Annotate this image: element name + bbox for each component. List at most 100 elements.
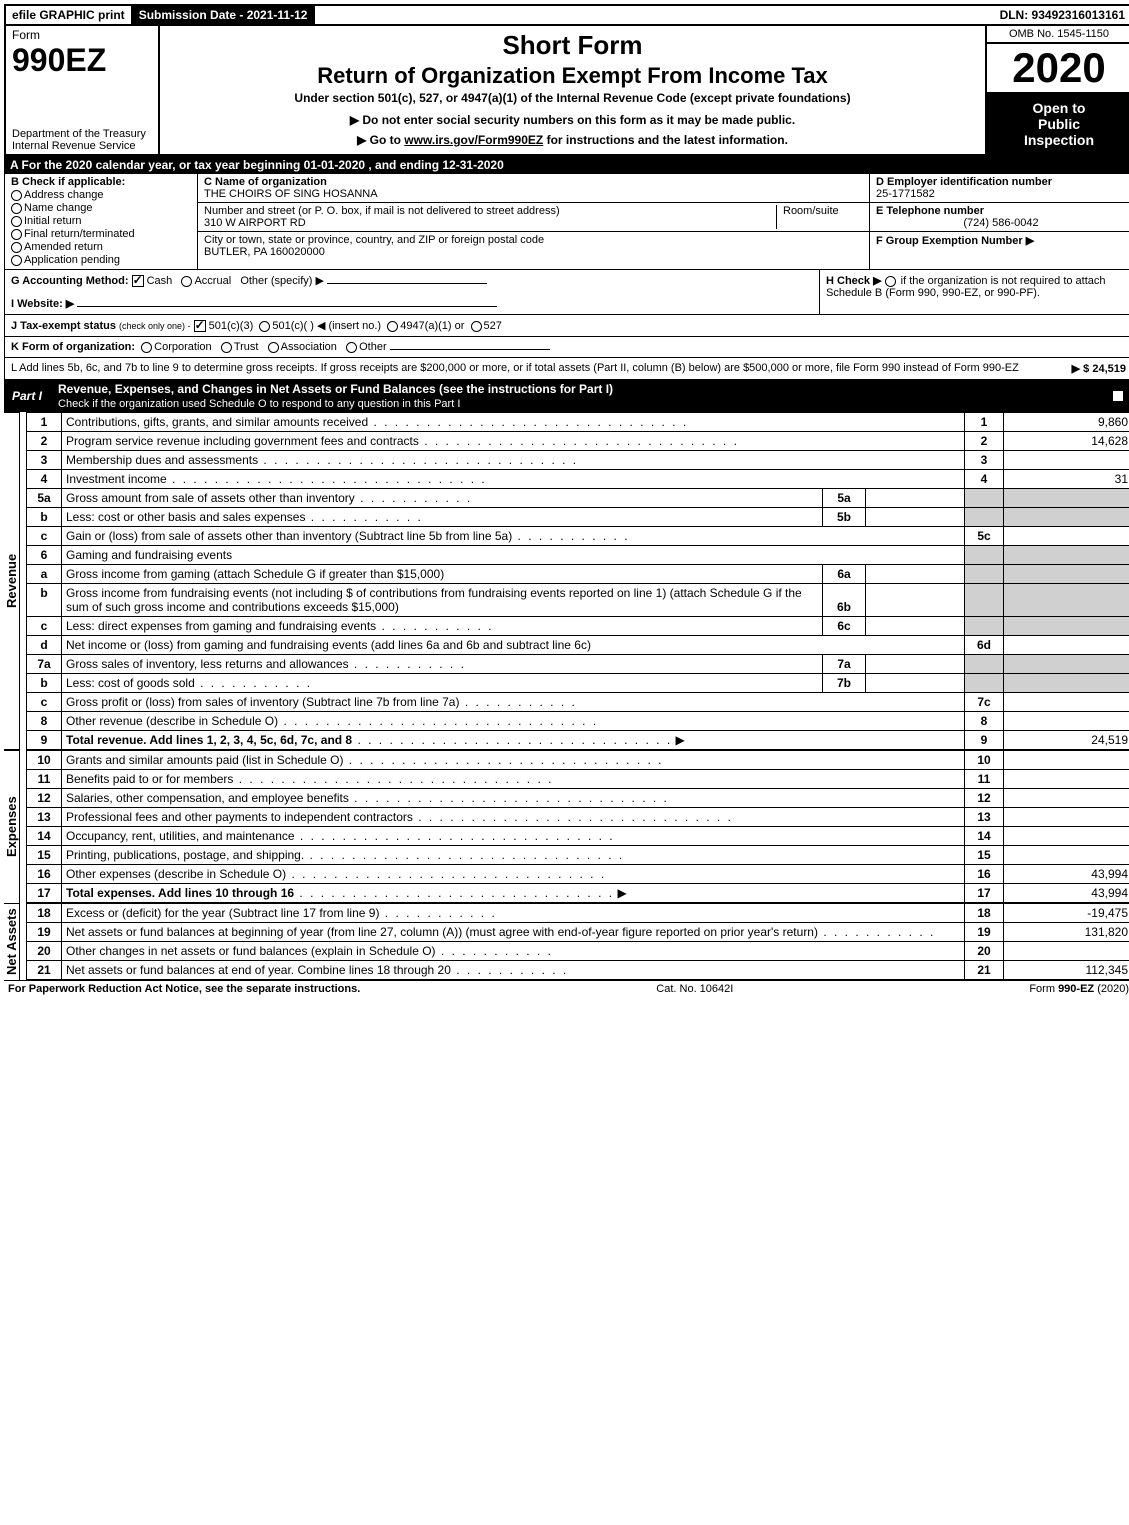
line-6c: cLess: direct expenses from gaming and f… <box>27 617 1129 636</box>
line-l-amount: ▶ $ 24,519 <box>1072 362 1126 375</box>
part1-title: Revenue, Expenses, and Changes in Net As… <box>58 382 613 396</box>
line-6b: bGross income from fundraising events (n… <box>27 584 1129 617</box>
street-value: 310 W AIRPORT RD <box>204 217 306 229</box>
line-5b: bLess: cost or other basis and sales exp… <box>27 508 1129 527</box>
line-10: 10Grants and similar amounts paid (list … <box>27 751 1129 770</box>
line-17: 17Total expenses. Add lines 10 through 1… <box>27 884 1129 903</box>
box-d-e-f: D Employer identification number 25-1771… <box>869 174 1129 269</box>
cb-line-h[interactable] <box>885 276 896 287</box>
cb-501c[interactable] <box>259 321 270 332</box>
line-18: 18Excess or (deficit) for the year (Subt… <box>27 904 1129 923</box>
cb-other-org[interactable] <box>346 342 357 353</box>
line-5c: cGain or (loss) from sale of assets othe… <box>27 527 1129 546</box>
line-6a: aGross income from gaming (attach Schedu… <box>27 565 1129 584</box>
tax-year: 2020 <box>987 44 1129 94</box>
line-g-label: G Accounting Method: <box>11 275 129 287</box>
footer-left: For Paperwork Reduction Act Notice, see … <box>8 983 360 995</box>
irs-link[interactable]: www.irs.gov/Form990EZ <box>404 133 543 147</box>
part1-checkline: Check if the organization used Schedule … <box>58 398 460 410</box>
cb-name-change[interactable] <box>11 203 22 214</box>
line-j-sub: (check only one) - <box>119 321 191 331</box>
return-title: Return of Organization Exempt From Incom… <box>166 63 979 89</box>
cb-cash[interactable] <box>132 275 144 287</box>
goto-pre: ▶ Go to <box>357 133 404 147</box>
expenses-label: Expenses <box>4 750 20 903</box>
line-21: 21Net assets or fund balances at end of … <box>27 961 1129 980</box>
form-header: Form 990EZ Department of the Treasury In… <box>4 26 1129 156</box>
org-info-block: B Check if applicable: Address change Na… <box>4 174 1129 270</box>
dept-treasury: Department of the Treasury <box>12 128 146 140</box>
city-value: BUTLER, PA 160020000 <box>204 246 325 258</box>
line-i-label: I Website: ▶ <box>11 298 74 310</box>
efile-label[interactable]: efile GRAPHIC print <box>6 6 131 24</box>
line-12: 12Salaries, other compensation, and empl… <box>27 789 1129 808</box>
revenue-label: Revenue <box>4 412 20 750</box>
cb-trust[interactable] <box>221 342 232 353</box>
line-3: 3Membership dues and assessments3 <box>27 451 1129 470</box>
line-j-label: J Tax-exempt status <box>11 320 116 332</box>
submission-date: Submission Date - 2021-11-12 <box>131 6 316 24</box>
line-13: 13Professional fees and other payments t… <box>27 808 1129 827</box>
cb-501c3[interactable] <box>194 320 206 332</box>
box-c: C Name of organization THE CHOIRS OF SIN… <box>198 174 869 269</box>
short-form-title: Short Form <box>166 30 979 61</box>
cb-assoc[interactable] <box>268 342 279 353</box>
line-7b: bLess: cost of goods sold7b <box>27 674 1129 693</box>
cb-corp[interactable] <box>141 342 152 353</box>
cb-accrual[interactable] <box>181 276 192 287</box>
revenue-section: Revenue 1Contributions, gifts, grants, a… <box>4 412 1129 750</box>
other-specify-input[interactable] <box>327 283 487 284</box>
website-input[interactable] <box>77 306 497 307</box>
org-name-label: C Name of organization <box>204 176 327 188</box>
cb-schedule-o[interactable] <box>1112 390 1124 402</box>
org-name-value: THE CHOIRS OF SING HOSANNA <box>204 188 378 200</box>
part1-label: Part I <box>10 387 52 405</box>
line-7c: cGross profit or (loss) from sales of in… <box>27 693 1129 712</box>
expenses-section: Expenses 10Grants and similar amounts pa… <box>4 750 1129 903</box>
city-label: City or town, state or province, country… <box>204 234 544 246</box>
cb-amended-return[interactable] <box>11 242 22 253</box>
cb-final-return[interactable] <box>11 229 22 240</box>
line-5a: 5aGross amount from sale of assets other… <box>27 489 1129 508</box>
cb-application-pending[interactable] <box>11 255 22 266</box>
line-20: 20Other changes in net assets or fund ba… <box>27 942 1129 961</box>
form-number: 990EZ <box>12 42 106 78</box>
cb-address-change[interactable] <box>11 190 22 201</box>
row-g-h: G Accounting Method: Cash Accrual Other … <box>4 270 1129 315</box>
line-1: 1Contributions, gifts, grants, and simil… <box>27 413 1129 432</box>
footer-right: Form 990-EZ (2020) <box>1029 983 1129 995</box>
phone-value: (724) 586-0042 <box>876 217 1126 229</box>
line-4: 4Investment income431 <box>27 470 1129 489</box>
cb-527[interactable] <box>471 321 482 332</box>
line-9: 9Total revenue. Add lines 1, 2, 3, 4, 5c… <box>27 731 1129 750</box>
cb-initial-return[interactable] <box>11 216 22 227</box>
netassets-label: Net Assets <box>4 903 20 980</box>
under-section: Under section 501(c), 527, or 4947(a)(1)… <box>166 91 979 105</box>
part1-header: Part I Revenue, Expenses, and Changes in… <box>4 380 1129 412</box>
line-16: 16Other expenses (describe in Schedule O… <box>27 865 1129 884</box>
footer-center: Cat. No. 10642I <box>656 983 733 995</box>
row-j: J Tax-exempt status (check only one) - 5… <box>4 315 1129 337</box>
line-14: 14Occupancy, rent, utilities, and mainte… <box>27 827 1129 846</box>
row-l: L Add lines 5b, 6c, and 7b to line 9 to … <box>4 358 1129 380</box>
ein-value: 25-1771582 <box>876 188 935 200</box>
ssn-notice: ▶ Do not enter social security numbers o… <box>166 113 979 127</box>
line-19: 19Net assets or fund balances at beginni… <box>27 923 1129 942</box>
public-inspection: Open to Public Inspection <box>987 94 1129 154</box>
line-l-text: L Add lines 5b, 6c, and 7b to line 9 to … <box>11 362 1072 375</box>
line-6d: dNet income or (loss) from gaming and fu… <box>27 636 1129 655</box>
other-org-input[interactable] <box>390 349 550 350</box>
line-11: 11Benefits paid to or for members11 <box>27 770 1129 789</box>
goto-notice: ▶ Go to www.irs.gov/Form990EZ for instru… <box>166 133 979 147</box>
phone-label: E Telephone number <box>876 205 984 217</box>
street-label: Number and street (or P. O. box, if mail… <box>204 205 560 217</box>
line-h-label: H Check ▶ <box>826 275 882 287</box>
goto-post: for instructions and the latest informat… <box>543 133 788 147</box>
cb-4947[interactable] <box>387 321 398 332</box>
dept-irs: Internal Revenue Service <box>12 140 136 152</box>
group-exemption-label: F Group Exemption Number ▶ <box>876 235 1034 247</box>
line-g-other: Other (specify) ▶ <box>240 275 324 287</box>
ein-label: D Employer identification number <box>876 176 1052 188</box>
line-6: 6Gaming and fundraising events <box>27 546 1129 565</box>
line-8: 8Other revenue (describe in Schedule O)8 <box>27 712 1129 731</box>
